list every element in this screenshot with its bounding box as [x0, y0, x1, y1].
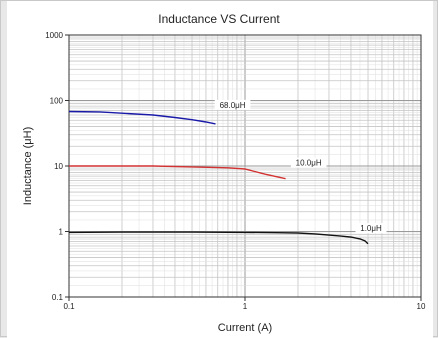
- inductance-chart: Inductance VS Current 0.1 1 10 0.1 1 10 100 100…: [22, 12, 426, 334]
- y-tick-label: 1: [59, 228, 64, 237]
- y-axis-label: Inductance (μH): [22, 127, 34, 205]
- y-tick-label: 0.1: [52, 293, 64, 302]
- y-tick-label: 100: [50, 97, 64, 106]
- x-tick-label: 0.1: [63, 302, 75, 311]
- chart-title: Inductance VS Current: [158, 12, 280, 26]
- series-label-2: 1.0μH: [360, 224, 382, 233]
- y-tick-label: 1000: [45, 31, 63, 40]
- series-label-0: 68.0μH: [220, 101, 246, 110]
- series-layer: 68.0μH 10.0μH 1.0μH: [68, 99, 387, 245]
- series-label-bg-2: [355, 223, 387, 234]
- series-label-bg-1: [290, 157, 327, 168]
- y-tick-label: 10: [54, 162, 63, 171]
- series-line-2: [68, 231, 369, 245]
- x-axis-label: Current (A): [218, 322, 272, 334]
- series-line-0: [68, 110, 216, 125]
- series-label-bg-0: [214, 99, 251, 110]
- tick-labels: 0.1 1 10 0.1 1 10 100 1000: [45, 31, 426, 311]
- series-line-1: [69, 165, 286, 180]
- series-label-1: 10.0μH: [296, 159, 322, 168]
- x-tick-label: 1: [243, 302, 248, 311]
- x-tick-label: 10: [417, 302, 426, 311]
- chart-panel: Inductance VS Current 0.1 1 10 0.1 1 10 100 100…: [7, 1, 433, 338]
